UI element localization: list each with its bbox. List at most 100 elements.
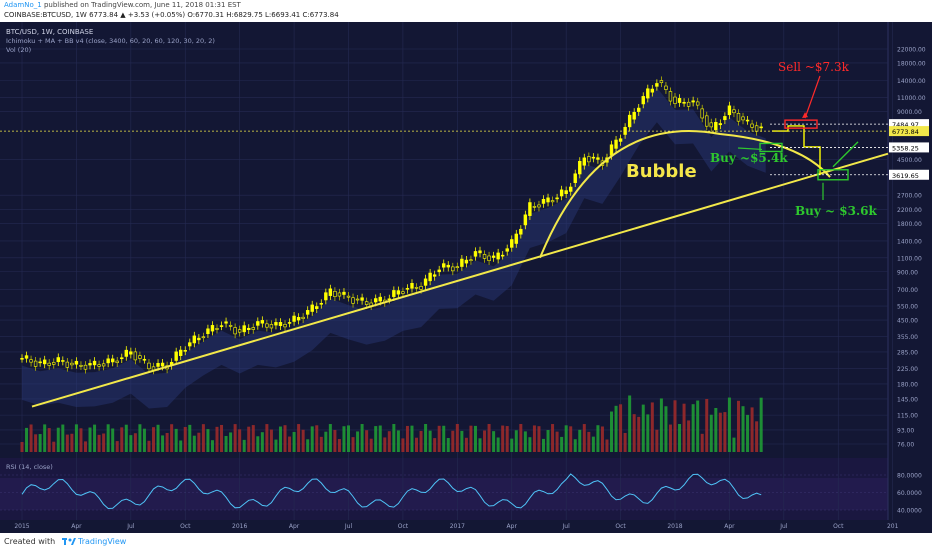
candle-body	[387, 298, 392, 301]
volume-bar	[292, 431, 296, 452]
time-tick-label: 2015	[14, 523, 29, 530]
candle-body	[174, 351, 178, 361]
volume-bar	[455, 424, 459, 452]
candle-body	[274, 322, 278, 326]
volume-bar	[510, 438, 514, 452]
candle-body	[24, 355, 29, 359]
sell-label: Sell ~$7.3k	[778, 60, 850, 74]
volume-bar	[419, 430, 423, 452]
volume-bar	[79, 428, 83, 452]
author-link[interactable]: AdamNo_1	[4, 1, 42, 9]
volume-bar	[133, 433, 137, 452]
candle-body	[38, 361, 42, 364]
candle-body	[414, 287, 419, 289]
candle-body	[741, 116, 745, 121]
volume-bar	[351, 437, 355, 452]
sell-arrowhead	[802, 112, 808, 119]
volume-bar	[274, 439, 278, 452]
volume-bar	[478, 438, 482, 452]
candle-body	[142, 358, 147, 361]
candle-body	[686, 101, 691, 107]
candle-body	[337, 292, 342, 297]
time-tick-label: Oct	[398, 523, 409, 530]
time-axis[interactable]: 2015 Apr Jul Oct 2016 Apr Jul Oct 2017 Apr Jul Oct 2…	[14, 523, 898, 530]
volume-bar	[528, 437, 532, 452]
candle-body	[555, 197, 559, 200]
volume-bar	[487, 424, 491, 452]
candle-body	[260, 320, 265, 324]
candle-body	[355, 298, 360, 301]
volume-bar	[696, 400, 700, 452]
volume-bar	[623, 432, 627, 452]
symbol-quote-line: COINBASE:BTCUSD, 1W 6773.84 ▲ +3.53 (+0.…	[4, 11, 339, 19]
candle-body	[537, 204, 541, 208]
volume-bar	[61, 424, 65, 452]
candle-body	[482, 254, 487, 259]
time-tick-label: Apr	[71, 523, 82, 530]
time-tick-label: 2017	[450, 523, 465, 530]
volume-bar	[519, 424, 523, 452]
volume-bar	[628, 395, 632, 452]
candle-body	[614, 139, 618, 149]
candle-body	[42, 359, 47, 365]
candle-body	[759, 126, 763, 129]
price-tick-label: 93.00	[897, 427, 914, 434]
candle-body	[133, 351, 138, 361]
candle-body	[659, 80, 664, 84]
time-tick-label: Jul	[344, 523, 353, 530]
volume-bar	[43, 424, 47, 452]
volume-bar	[705, 398, 709, 452]
candle-body	[723, 116, 727, 121]
volume-bar	[229, 432, 233, 452]
volume-bar	[65, 434, 69, 452]
volume-bar	[582, 424, 586, 452]
price-tick-label: 355.00	[897, 334, 918, 341]
candle-body	[700, 108, 704, 119]
price-tick-label: 285.00	[897, 349, 918, 356]
volume-bar	[537, 426, 541, 452]
candle-body	[56, 357, 60, 363]
volume-bar	[56, 427, 60, 452]
volume-bar	[70, 433, 74, 452]
volume-bar	[347, 425, 350, 452]
volume-bar	[746, 414, 750, 452]
candle-body	[374, 298, 378, 303]
volume-bar	[120, 427, 124, 452]
volume-bar	[242, 439, 246, 452]
legend-indicator: Ichimoku + MA + BB v4 (close, 3400, 60, …	[6, 37, 215, 45]
volume-bar	[551, 424, 555, 452]
volume-bar	[469, 425, 473, 452]
candle-body	[559, 189, 564, 197]
candle-body	[410, 282, 414, 289]
volume-bar	[492, 431, 496, 452]
tradingview-link[interactable]: TradingView	[78, 537, 127, 546]
publish-info: published on TradingView.com, June 11, 2…	[43, 1, 241, 9]
candle-body	[201, 336, 206, 339]
volume-bar	[464, 437, 468, 452]
candle-body	[156, 363, 160, 367]
volume-bar	[83, 441, 87, 452]
volume-bar	[220, 424, 224, 452]
candle-body	[278, 322, 283, 327]
candle-body	[110, 358, 115, 363]
volume-bar	[247, 426, 251, 452]
candle-body	[283, 323, 287, 328]
candle-body	[351, 297, 355, 304]
candle-body	[405, 288, 410, 290]
created-with: Created with	[4, 537, 56, 546]
candle-body	[342, 291, 346, 295]
volume-bar	[483, 430, 487, 452]
price-chart[interactable]: 22000.00 18000.00 14000.00 11000.00 9000.00 4…	[0, 22, 932, 533]
volume-bar	[319, 436, 323, 452]
candle-body	[33, 360, 38, 367]
volume-bar	[156, 424, 160, 452]
volume-bar	[124, 424, 128, 452]
candle-body	[129, 351, 133, 355]
volume-bar	[297, 424, 301, 452]
candle-body	[65, 361, 70, 368]
volume-bar	[569, 426, 573, 452]
volume-bar	[405, 425, 409, 452]
volume-bar	[106, 424, 110, 452]
price-axis[interactable]: 22000.00 18000.00 14000.00 11000.00 9000.00 4…	[889, 47, 929, 515]
candle-body	[550, 200, 555, 203]
